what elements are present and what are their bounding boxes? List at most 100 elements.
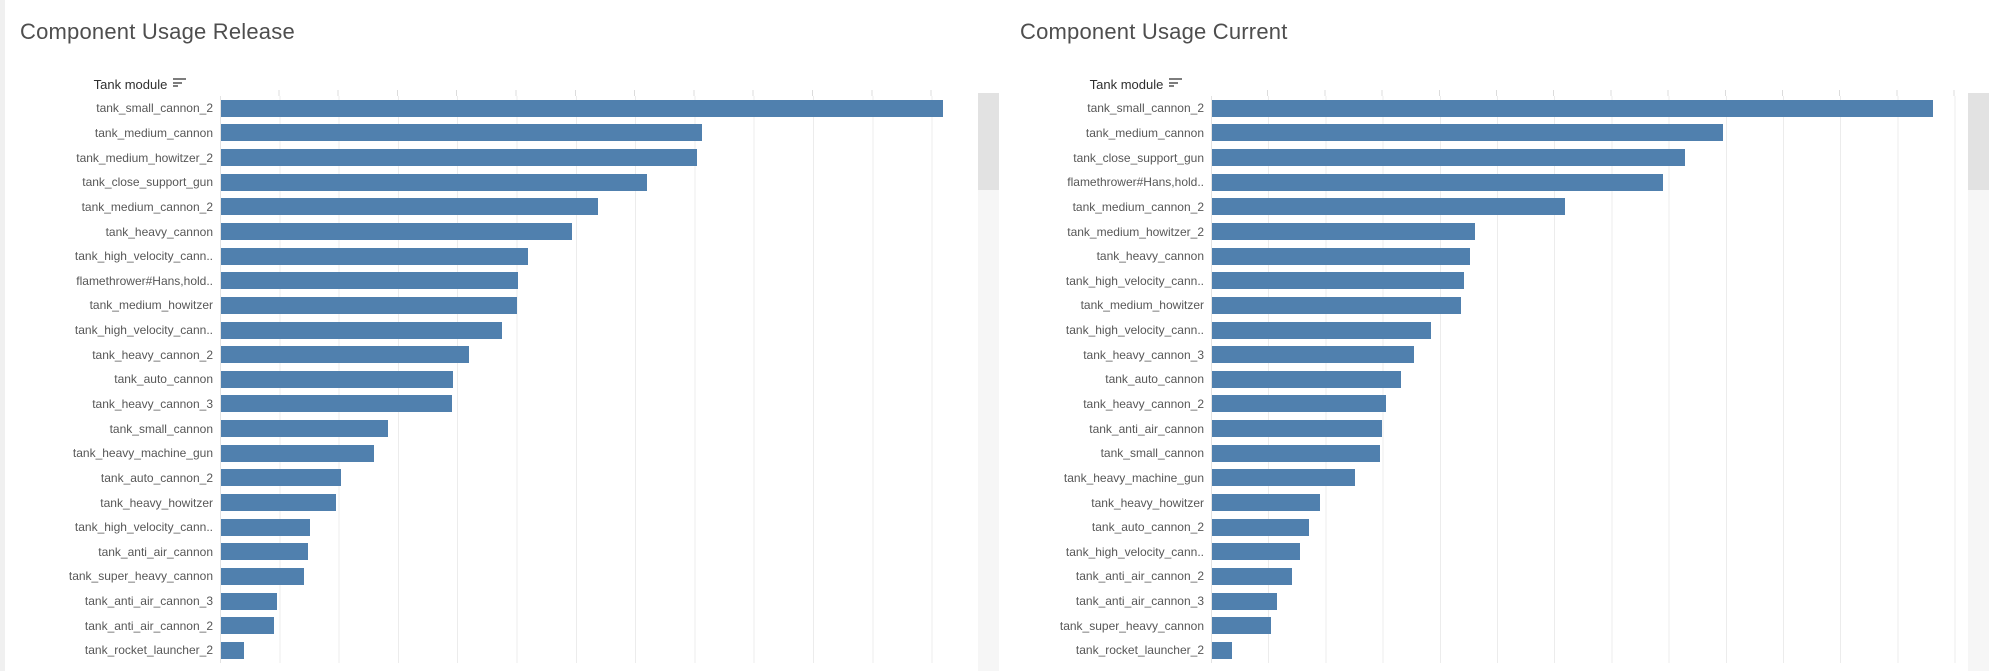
bar[interactable] — [1212, 469, 1355, 487]
row-label[interactable]: tank_medium_howitzer — [89, 298, 213, 313]
row-label[interactable]: tank_rocket_launcher_2 — [1075, 643, 1204, 658]
row-label[interactable]: tank_heavy_cannon — [105, 224, 213, 239]
row-label[interactable]: tank_heavy_cannon_2 — [1083, 397, 1204, 411]
bar[interactable] — [1212, 247, 1471, 265]
bar[interactable] — [221, 420, 388, 438]
bar[interactable] — [221, 149, 697, 167]
bar[interactable] — [221, 592, 278, 610]
bar[interactable] — [221, 99, 943, 117]
row-label[interactable]: tank_high_velocity_cann.. — [74, 520, 213, 535]
column-header-tank-module[interactable]: Tank module — [1056, 76, 1216, 93]
row-label[interactable]: tank_heavy_machine_gun — [1063, 470, 1204, 485]
bar[interactable] — [221, 543, 308, 561]
sort-descending-icon[interactable] — [173, 78, 187, 89]
row-label[interactable]: tank_medium_howitzer — [1080, 298, 1204, 313]
bar[interactable] — [1212, 420, 1383, 438]
bar[interactable] — [221, 444, 375, 462]
bar[interactable] — [221, 247, 528, 265]
vertical-scrollbar[interactable] — [1968, 93, 1989, 671]
row-label[interactable]: tank_auto_cannon — [1105, 372, 1204, 387]
column-header-tank-module[interactable]: Tank module — [60, 76, 220, 93]
row-label[interactable]: tank_medium_howitzer_2 — [1067, 224, 1204, 239]
row-label[interactable]: tank_close_support_gun — [82, 175, 213, 190]
row-label[interactable]: tank_rocket_launcher_2 — [84, 643, 213, 658]
bar[interactable] — [1212, 567, 1292, 585]
row-label[interactable]: tank_auto_cannon — [114, 372, 213, 387]
bar[interactable] — [221, 494, 336, 512]
row-label[interactable]: tank_anti_air_cannon_2 — [1075, 569, 1204, 584]
bar[interactable] — [1212, 494, 1321, 512]
bar[interactable] — [221, 346, 469, 364]
row-label[interactable]: tank_auto_cannon_2 — [1091, 520, 1204, 535]
row-label[interactable]: tank_heavy_howitzer — [1091, 495, 1204, 510]
bar[interactable] — [1212, 99, 1933, 117]
bar[interactable] — [1212, 296, 1461, 314]
row-label[interactable]: tank_heavy_cannon_3 — [1083, 347, 1204, 362]
row-label[interactable]: tank_high_velocity_cann.. — [74, 249, 213, 264]
bar[interactable] — [1212, 321, 1432, 339]
row-label[interactable]: flamethrower#Hans,hold.. — [1067, 175, 1204, 190]
row-label[interactable]: tank_heavy_cannon_3 — [92, 397, 213, 411]
bar[interactable] — [1212, 346, 1414, 364]
bar[interactable] — [1212, 395, 1386, 413]
row-label[interactable]: tank_heavy_cannon_2 — [92, 347, 213, 362]
row-label[interactable]: tank_medium_cannon — [1085, 125, 1204, 140]
row-label[interactable]: tank_high_velocity_cann.. — [1065, 273, 1204, 288]
bar[interactable] — [221, 223, 572, 240]
row-label[interactable]: tank_anti_air_cannon_3 — [84, 594, 213, 609]
row-label[interactable]: tank_medium_cannon_2 — [81, 199, 213, 214]
bar[interactable] — [221, 395, 452, 413]
bar[interactable] — [221, 469, 341, 487]
bar[interactable] — [221, 272, 518, 290]
scrollbar-thumb[interactable] — [1968, 93, 1989, 190]
row-label[interactable]: tank_heavy_machine_gun — [72, 446, 213, 461]
bar[interactable] — [221, 641, 245, 659]
sort-descending-icon[interactable] — [1169, 78, 1183, 89]
row-label[interactable]: tank_anti_air_cannon — [98, 544, 213, 559]
row-label[interactable]: tank_anti_air_cannon_3 — [1075, 594, 1204, 609]
row-label[interactable]: tank_medium_howitzer_2 — [76, 150, 213, 165]
row-label[interactable]: tank_close_support_gun — [1073, 150, 1204, 165]
row-label[interactable]: tank_anti_air_cannon_2 — [84, 618, 213, 633]
bar[interactable] — [221, 124, 702, 142]
row-label[interactable]: tank_small_cannon_2 — [96, 101, 213, 116]
vertical-scrollbar[interactable] — [978, 93, 999, 671]
row-label[interactable]: tank_heavy_cannon — [1096, 249, 1204, 264]
row-label[interactable]: flamethrower#Hans,hold.. — [76, 273, 213, 288]
bar[interactable] — [221, 518, 310, 536]
row-label[interactable]: tank_super_heavy_cannon — [68, 569, 213, 584]
bar[interactable] — [221, 198, 598, 216]
bar[interactable] — [221, 173, 647, 191]
bar[interactable] — [1212, 173, 1664, 191]
row-label[interactable]: tank_super_heavy_cannon — [1059, 618, 1204, 633]
bar[interactable] — [1212, 149, 1685, 167]
row-label[interactable]: tank_high_velocity_cann.. — [1065, 544, 1204, 559]
bar[interactable] — [221, 296, 517, 314]
bar[interactable] — [1212, 124, 1724, 142]
row-label[interactable]: tank_small_cannon — [1100, 446, 1204, 461]
bar[interactable] — [1212, 518, 1310, 536]
row-label[interactable]: tank_high_velocity_cann.. — [1065, 323, 1204, 338]
row-label[interactable]: tank_heavy_howitzer — [100, 495, 213, 510]
bar[interactable] — [221, 370, 453, 388]
bar[interactable] — [1212, 223, 1476, 240]
scrollbar-thumb[interactable] — [978, 93, 999, 190]
bar[interactable] — [1212, 370, 1401, 388]
row-label[interactable]: tank_medium_cannon — [94, 125, 213, 140]
row-label[interactable]: tank_medium_cannon_2 — [1072, 199, 1204, 214]
bar[interactable] — [1212, 543, 1300, 561]
bar[interactable] — [221, 617, 274, 635]
row-label[interactable]: tank_anti_air_cannon — [1089, 421, 1204, 436]
row-label[interactable]: tank_auto_cannon_2 — [100, 470, 213, 485]
bar[interactable] — [1212, 617, 1272, 635]
bar[interactable] — [1212, 272, 1465, 290]
bar[interactable] — [221, 567, 304, 585]
row-label[interactable]: tank_small_cannon — [109, 421, 213, 436]
bar[interactable] — [1212, 444, 1380, 462]
bar[interactable] — [1212, 198, 1566, 216]
row-label[interactable]: tank_small_cannon_2 — [1087, 101, 1204, 116]
bar[interactable] — [1212, 641, 1233, 659]
row-label[interactable]: tank_high_velocity_cann.. — [74, 323, 213, 338]
bar[interactable] — [221, 321, 502, 339]
bar[interactable] — [1212, 592, 1277, 610]
